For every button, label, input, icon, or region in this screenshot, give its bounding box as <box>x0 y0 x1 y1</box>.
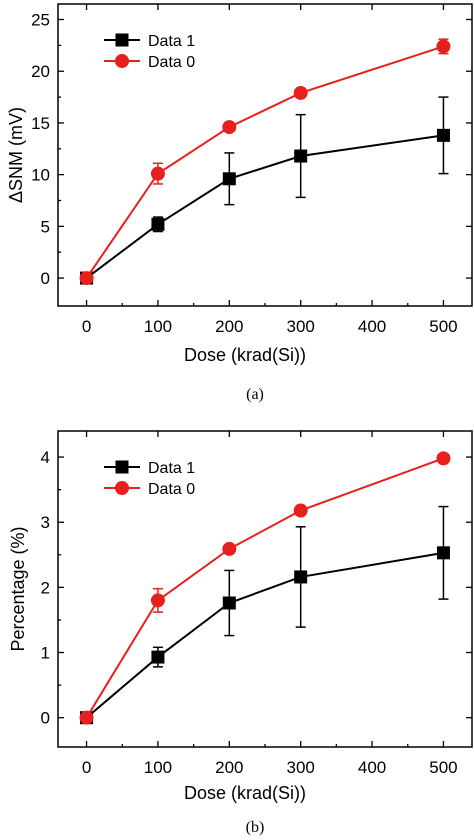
y-tick-label: 15 <box>31 114 50 133</box>
legend-label: Data 1 <box>148 460 195 477</box>
legend-label: Data 0 <box>148 481 195 498</box>
legend-label: Data 1 <box>148 33 195 50</box>
y-tick-label: 2 <box>41 578 50 597</box>
data-point <box>294 149 308 163</box>
data-point <box>151 217 165 231</box>
figure-caption: (b) <box>246 819 265 836</box>
x-tick-label: 0 <box>82 317 91 336</box>
y-tick-label: 0 <box>41 269 50 288</box>
chart-0: 0 100 200 300 400 500 0 5 10 15 20 25 Dose (krad(Si)… <box>6 3 473 403</box>
series-data-1 <box>80 96 450 285</box>
data-point <box>436 128 450 142</box>
x-tick-label: 400 <box>358 758 386 777</box>
series-data-0 <box>79 451 451 725</box>
x-tick-label: 200 <box>215 317 243 336</box>
y-tick-label: 3 <box>41 513 50 532</box>
y-tick-label: 20 <box>31 62 50 81</box>
x-axis-title: Dose (krad(Si)) <box>184 783 306 803</box>
y-tick-label: 0 <box>41 709 50 728</box>
x-tick-label: 400 <box>358 317 386 336</box>
data-point <box>150 593 165 608</box>
y-tick-label: 25 <box>31 11 50 30</box>
x-tick-label: 300 <box>287 758 315 777</box>
legend: Data 1 Data 0 <box>104 460 195 498</box>
x-tick-label: 0 <box>82 758 91 777</box>
data-point <box>79 271 94 286</box>
series-data-0 <box>79 38 451 286</box>
series-data-1 <box>80 505 450 725</box>
series-line <box>85 45 444 279</box>
y-tick-label: 1 <box>41 644 50 663</box>
legend-marker <box>115 460 129 474</box>
y-tick-label: 5 <box>41 217 50 236</box>
legend-marker <box>115 33 129 47</box>
y-tick-label: 4 <box>41 448 50 467</box>
y-axis-title: ΔSNM (mV) <box>6 107 26 203</box>
x-tick-label: 100 <box>144 758 172 777</box>
data-point <box>222 172 236 186</box>
y-tick-label: 10 <box>31 166 50 185</box>
x-tick-label: 500 <box>429 317 457 336</box>
legend-marker <box>115 54 129 68</box>
data-point <box>222 541 237 556</box>
figure-caption: (a) <box>246 386 264 403</box>
data-point <box>436 451 451 466</box>
data-point <box>293 85 308 100</box>
data-point <box>150 166 165 181</box>
chart-1: 0 100 200 300 400 500 0 1 2 3 4 Dose (krad(Si)) Perc… <box>8 430 473 836</box>
data-point <box>294 570 308 584</box>
legend-marker <box>115 481 129 495</box>
plot-frame <box>57 3 473 307</box>
data-point <box>79 710 94 725</box>
x-tick-label: 100 <box>144 317 172 336</box>
data-point <box>436 39 451 54</box>
series-line <box>85 134 444 279</box>
legend: Data 1 Data 0 <box>104 33 195 71</box>
data-point <box>151 650 165 664</box>
x-tick-label: 500 <box>429 758 457 777</box>
series-line <box>85 551 444 719</box>
x-tick-label: 300 <box>287 317 315 336</box>
data-point <box>222 120 237 135</box>
x-axis-title: Dose (krad(Si)) <box>184 345 306 365</box>
x-tick-label: 200 <box>215 758 243 777</box>
data-point <box>222 596 236 610</box>
y-axis-title: Percentage (%) <box>8 526 28 651</box>
data-point <box>293 503 308 518</box>
series-line <box>85 457 444 719</box>
data-point <box>436 546 450 560</box>
legend-label: Data 0 <box>148 54 195 71</box>
